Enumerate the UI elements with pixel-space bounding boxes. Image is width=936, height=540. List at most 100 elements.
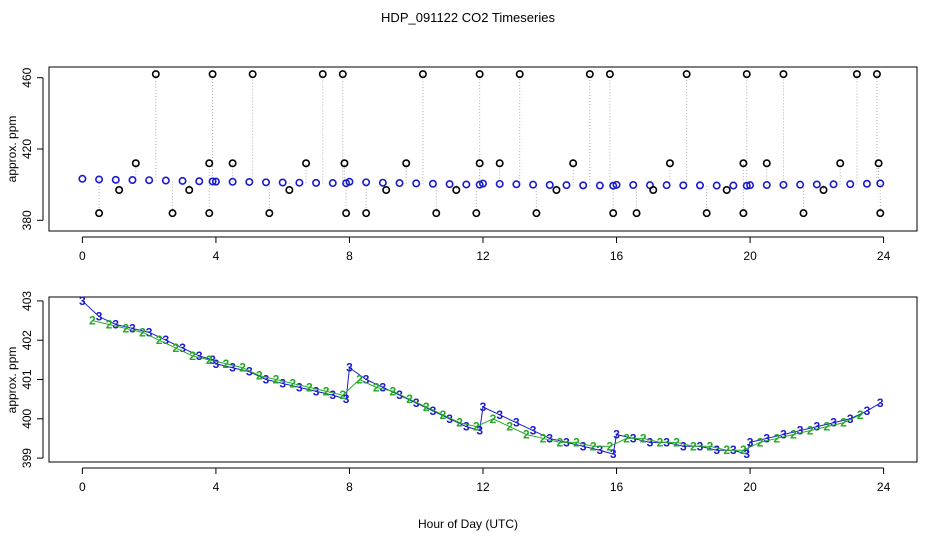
x-tick-label: 16 <box>610 249 624 263</box>
baseline-point <box>428 179 437 188</box>
spike-point <box>836 159 845 168</box>
spike-point <box>318 70 327 79</box>
baseline-point <box>261 178 270 187</box>
series-marker: 2 <box>306 380 313 394</box>
baseline-point <box>128 176 137 185</box>
x-axis-label: Hour of Day (UTC) <box>418 517 518 531</box>
baseline-point <box>595 181 604 190</box>
spike-point <box>402 159 411 168</box>
spike-point <box>739 159 748 168</box>
x-tick-label: 12 <box>476 480 490 494</box>
series-marker: 2 <box>590 439 597 453</box>
spike-point <box>605 70 614 79</box>
spike-point <box>205 159 214 168</box>
series-marker: 2 <box>707 439 714 453</box>
spike-point <box>338 70 347 79</box>
spike-point <box>95 209 104 218</box>
baseline-point <box>609 181 618 190</box>
baseline-point <box>662 181 671 190</box>
series-marker: 2 <box>156 333 163 347</box>
baseline-point <box>862 179 871 188</box>
baseline-point <box>746 181 755 190</box>
baseline-point <box>712 181 721 190</box>
series-marker: 2 <box>556 435 563 449</box>
series-marker: 2 <box>456 416 463 430</box>
spike-point <box>131 159 140 168</box>
baseline-point <box>161 176 170 185</box>
series-marker: 2 <box>757 435 764 449</box>
spike-point <box>819 186 828 195</box>
y-tick-label: 460 <box>20 67 34 87</box>
y-tick-label: 402 <box>20 330 34 350</box>
y-tick-label: 400 <box>20 408 34 428</box>
spike-point <box>799 209 808 218</box>
baseline-point <box>95 175 104 184</box>
baseline-point <box>762 181 771 190</box>
series-marker: 3 <box>747 435 754 449</box>
series-marker: 3 <box>213 357 220 371</box>
x-tick-label: 0 <box>79 480 86 494</box>
spike-point <box>876 209 885 218</box>
spike-point <box>265 209 274 218</box>
series-marker: 3 <box>530 424 537 438</box>
series-marker: 3 <box>296 380 303 394</box>
series-marker: 2 <box>390 384 397 398</box>
spike-point <box>248 70 257 79</box>
series-marker: 2 <box>523 428 530 442</box>
series-marker: 3 <box>797 424 804 438</box>
series-marker: 3 <box>79 294 86 308</box>
baseline-point <box>462 180 471 189</box>
series-marker: 3 <box>380 380 387 394</box>
series-marker: 3 <box>713 443 720 457</box>
x-tick-label: 8 <box>346 480 353 494</box>
spike-point <box>472 209 481 218</box>
baseline-point <box>562 181 571 190</box>
series-marker: 3 <box>112 318 119 332</box>
series-marker: 3 <box>179 341 186 355</box>
series-marker: 2 <box>173 341 180 355</box>
spike-point <box>302 159 311 168</box>
series-marker: 2 <box>690 439 697 453</box>
series-marker: 2 <box>106 318 113 332</box>
baseline-point <box>295 178 304 187</box>
chart-title: HDP_091122 CO2 Timeseries <box>381 10 555 25</box>
baseline-point <box>228 177 237 186</box>
y-tick-label: 401 <box>20 369 34 389</box>
bottom-y-axis: 399 400 401 402 403 <box>20 291 44 468</box>
series-marker: 2 <box>139 325 146 339</box>
y-tick-label: 403 <box>20 291 34 311</box>
baseline-point <box>328 179 337 188</box>
baseline-point <box>612 180 621 189</box>
top-plot-frame <box>48 66 918 232</box>
baseline-point <box>679 181 688 190</box>
series-marker: 3 <box>279 376 286 390</box>
x-tick-label: 16 <box>610 480 624 494</box>
baseline-point <box>278 178 287 187</box>
series-line <box>92 320 861 451</box>
spike-point <box>432 209 441 218</box>
series-marker: 2 <box>440 408 447 422</box>
series-marker: 2 <box>807 424 814 438</box>
series-marker: 3 <box>413 396 420 410</box>
x-tick-label: 20 <box>743 480 757 494</box>
series-marker: 2 <box>323 384 330 398</box>
series-marker: 3 <box>597 443 604 457</box>
y-tick-label: 420 <box>20 139 34 159</box>
series-marker: 2 <box>339 388 346 402</box>
baseline-point <box>729 181 738 190</box>
baseline-point <box>829 180 838 189</box>
series-marker: 2 <box>206 353 213 367</box>
series-marker: 2 <box>189 349 196 363</box>
spike-point <box>569 159 578 168</box>
baseline-point <box>145 176 154 185</box>
series-marker: 3 <box>446 412 453 426</box>
spike-point <box>739 209 748 218</box>
series-marker: 3 <box>343 392 350 406</box>
series-marker: 3 <box>209 353 216 367</box>
series-marker: 3 <box>430 404 437 418</box>
series-marker: 3 <box>480 400 487 414</box>
series-marker: 3 <box>129 321 136 335</box>
series-marker: 3 <box>864 404 871 418</box>
